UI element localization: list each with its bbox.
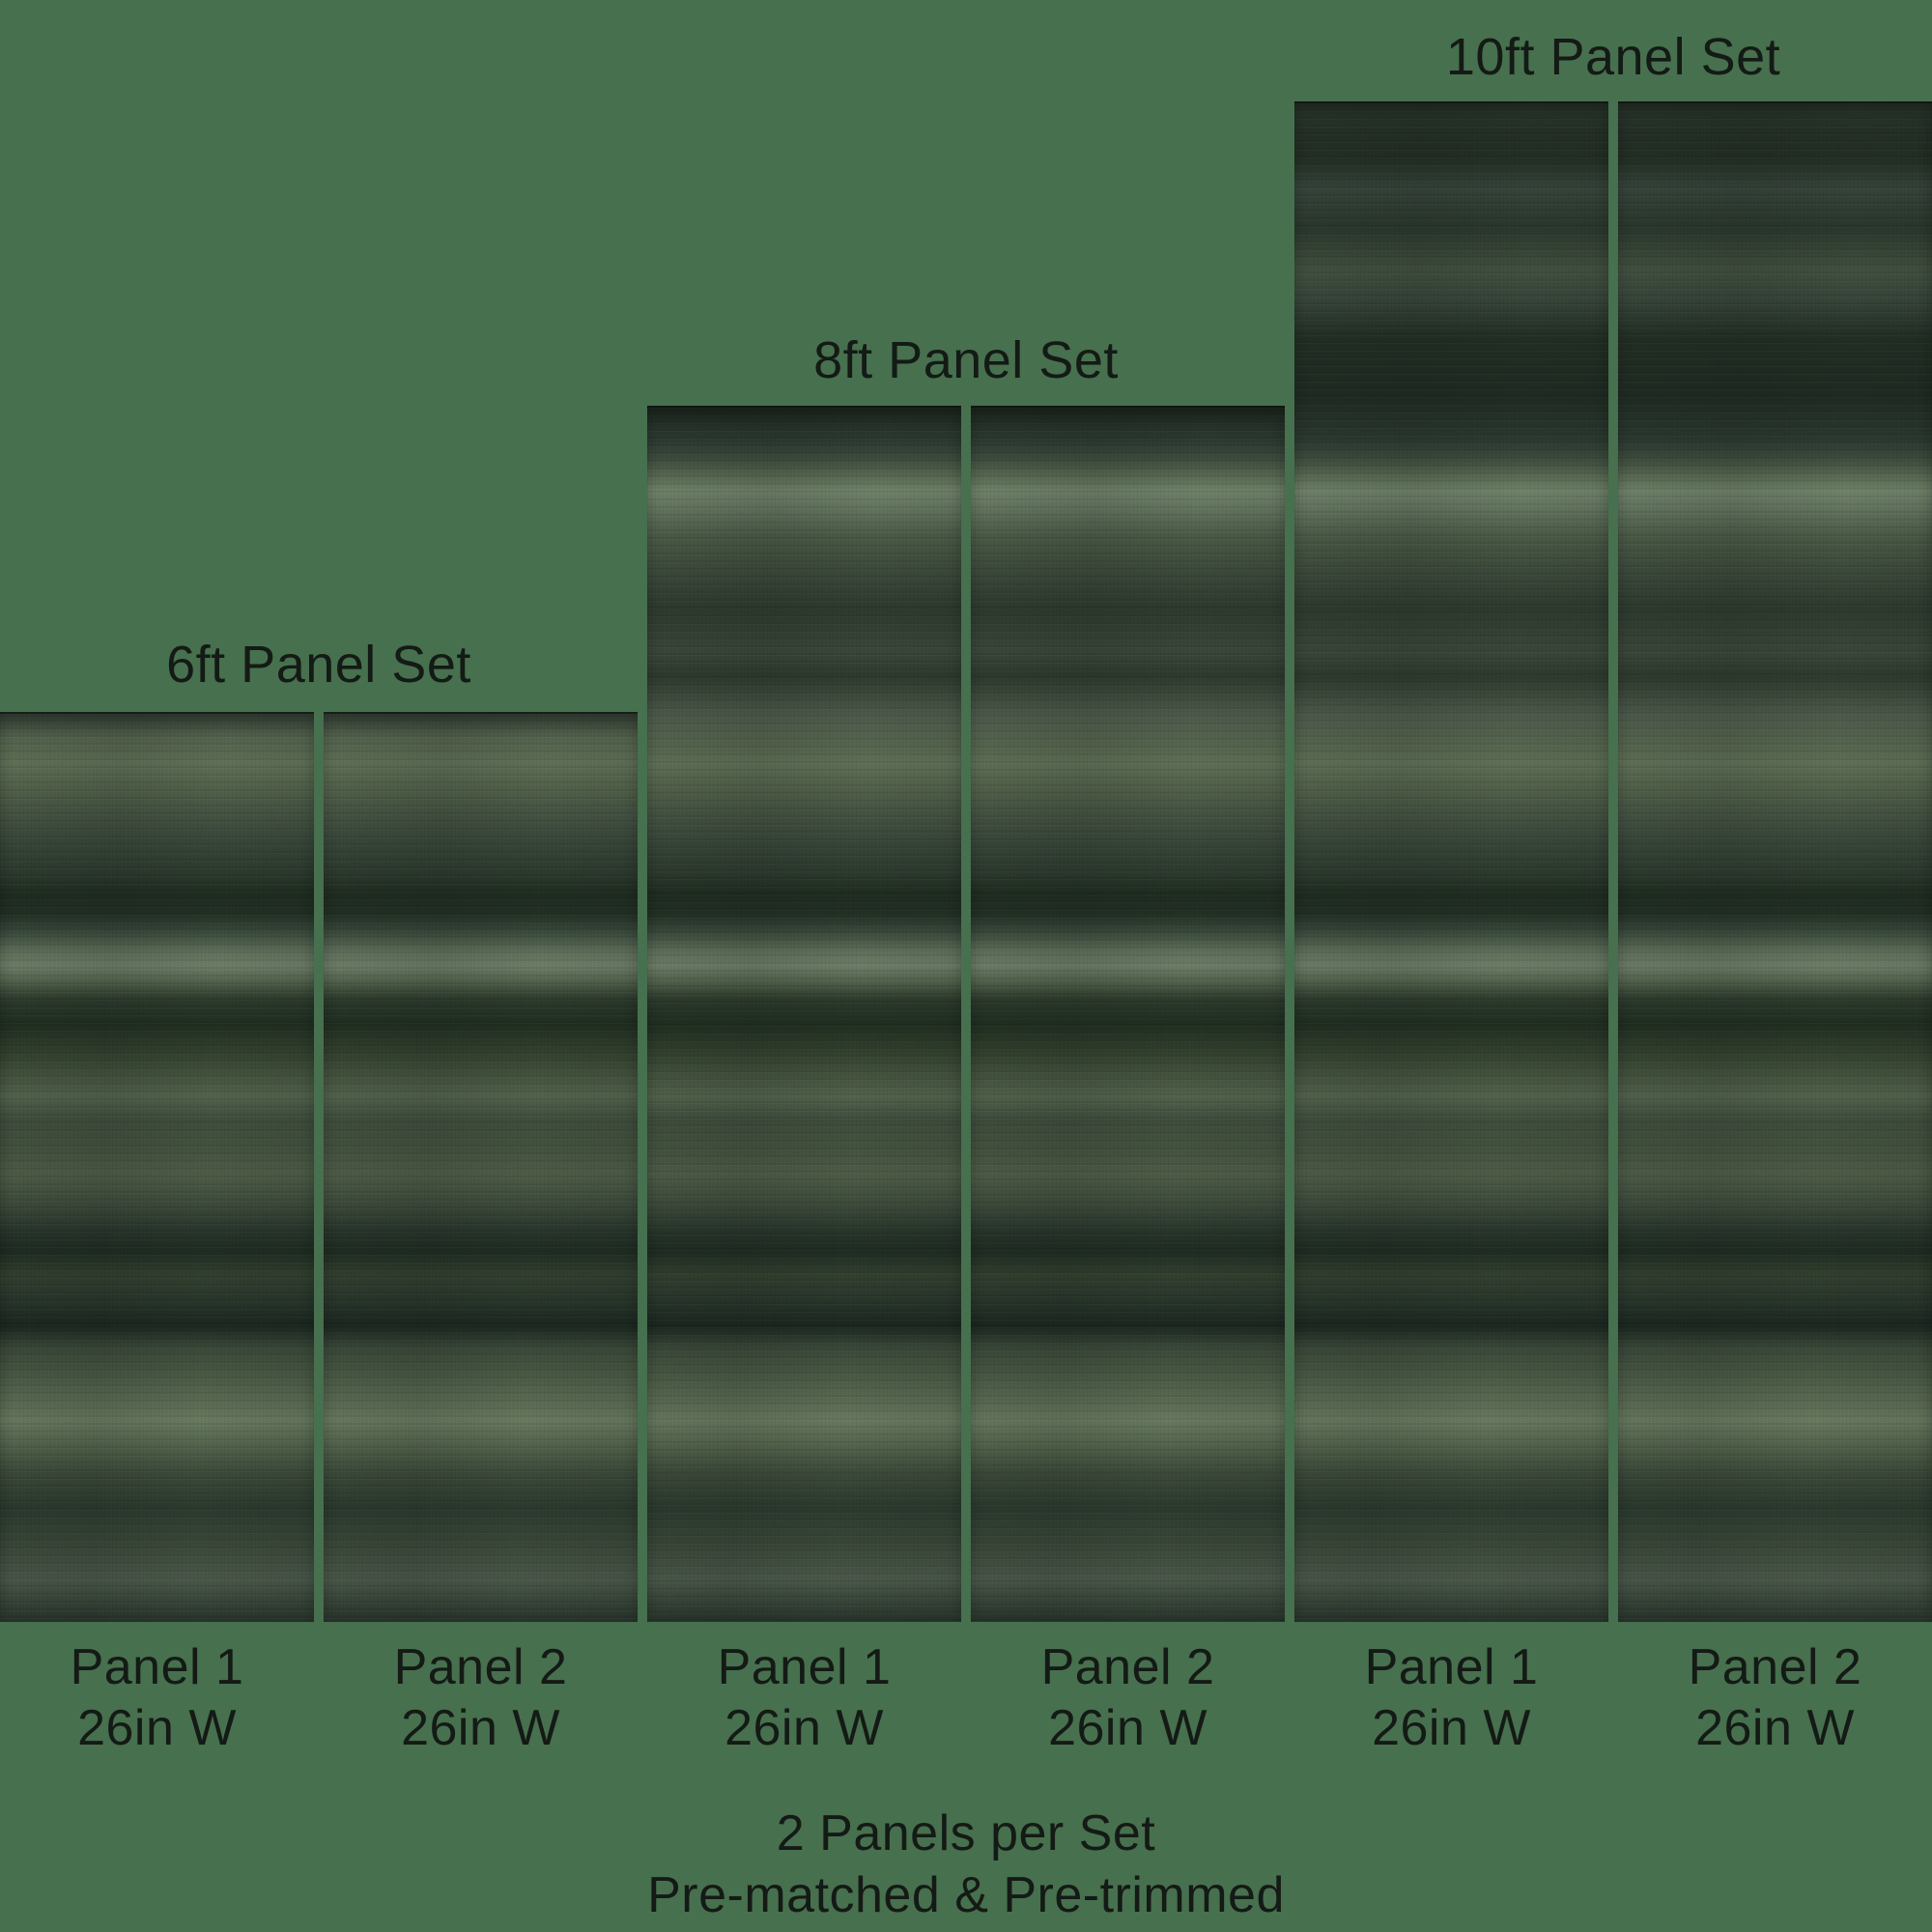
panel-label-8ft-1: Panel 1 26in W xyxy=(647,1637,961,1759)
wallpaper-panel-8ft-1 xyxy=(647,406,961,1622)
footer-line-2: Pre-matched & Pre-trimmed xyxy=(647,1867,1285,1923)
panel-width: 26in W xyxy=(1048,1700,1208,1756)
set-title-6ft: 6ft Panel Set xyxy=(166,636,471,694)
panel-width: 26in W xyxy=(77,1700,237,1756)
wallpaper-panel-6ft-1 xyxy=(0,712,314,1622)
panel-name: Panel 2 xyxy=(393,1639,568,1695)
panel-width: 26in W xyxy=(1695,1700,1855,1756)
wallpaper-panel-10ft-2 xyxy=(1618,101,1932,1622)
panel-label-6ft-2: Panel 2 26in W xyxy=(324,1637,638,1759)
panel-name: Panel 1 xyxy=(1364,1639,1539,1695)
panel-label-6ft-1: Panel 1 26in W xyxy=(0,1637,314,1759)
panel-name: Panel 1 xyxy=(717,1639,892,1695)
panel-width: 26in W xyxy=(401,1700,560,1756)
set-title-8ft: 8ft Panel Set xyxy=(813,331,1119,389)
panel-label-8ft-2: Panel 2 26in W xyxy=(971,1637,1285,1759)
panel-width: 26in W xyxy=(724,1700,884,1756)
wallpaper-panel-10ft-1 xyxy=(1294,101,1608,1622)
footer-line-1: 2 Panels per Set xyxy=(776,1805,1156,1861)
panel-label-10ft-1: Panel 1 26in W xyxy=(1294,1637,1608,1759)
footer-caption: 2 Panels per Set Pre-matched & Pre-trimm… xyxy=(0,1803,1932,1926)
wallpaper-panel-6ft-2 xyxy=(324,712,638,1622)
panel-label-10ft-2: Panel 2 26in W xyxy=(1618,1637,1932,1759)
panel-name: Panel 1 xyxy=(70,1639,244,1695)
panel-width: 26in W xyxy=(1372,1700,1531,1756)
wallpaper-panel-8ft-2 xyxy=(971,406,1285,1622)
panel-name: Panel 2 xyxy=(1688,1639,1862,1695)
set-title-10ft: 10ft Panel Set xyxy=(1445,28,1781,86)
panel-name: Panel 2 xyxy=(1040,1639,1215,1695)
